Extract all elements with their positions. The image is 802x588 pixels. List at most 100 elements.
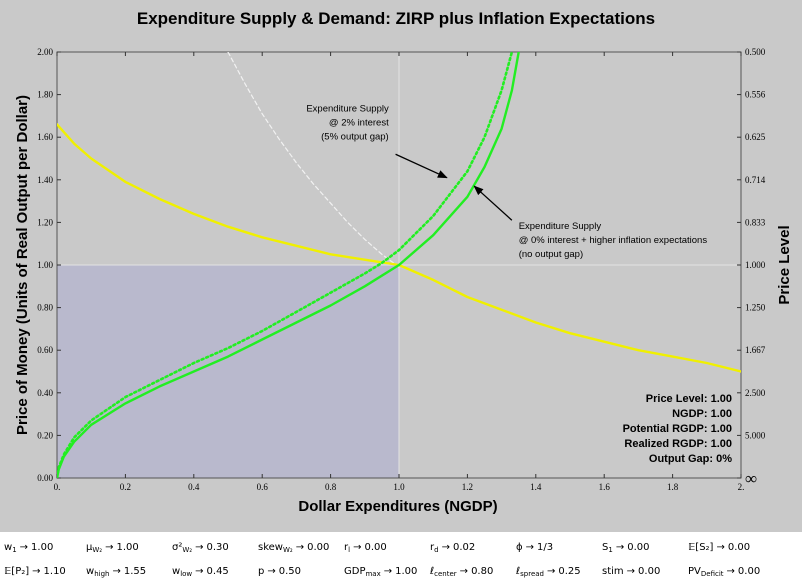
param-value: 0.02 xyxy=(452,542,476,553)
param-symbol: r xyxy=(430,542,435,553)
param-subscript: d xyxy=(434,546,439,554)
param-arrow: → xyxy=(295,542,305,553)
param-arrow: → xyxy=(383,566,393,577)
param-r-l: rl → 0.00 xyxy=(344,542,387,554)
param-subscript: center xyxy=(434,570,457,578)
param-skew-W: skewW₂ → 0.00 xyxy=(258,542,329,554)
right-tick-label: 0.556 xyxy=(745,90,766,100)
x-tick-label: 1.4 xyxy=(530,482,542,492)
param-value: 1.00 xyxy=(31,542,54,553)
annotation-arrow xyxy=(395,153,448,179)
annotation-text: @ 2% interest xyxy=(329,118,389,129)
x-tick-label: 1.8 xyxy=(667,482,679,492)
x-tick-label: 1.2 xyxy=(462,482,473,492)
param-arrow: → xyxy=(32,566,41,577)
param-S: 𝔼[S₂] → 0.00 xyxy=(688,542,750,553)
right-tick-label: 1.000 xyxy=(745,260,766,270)
param-subscript: W₂ xyxy=(282,546,293,554)
param-arrow: → xyxy=(716,542,725,553)
param-symbol: ϕ xyxy=(516,542,523,553)
param-p: p → 0.50 xyxy=(258,566,301,577)
param-symbol: μ xyxy=(86,542,93,553)
param--W: σ²W₂ → 0.30 xyxy=(172,542,229,554)
param-arrow: → xyxy=(547,566,556,577)
param-subscript: spread xyxy=(520,570,544,578)
series-line-expenditure-demand-shifted xyxy=(227,52,400,268)
param-w-1: w1 → 1.00 xyxy=(4,542,53,554)
y-tick-label: 0.00 xyxy=(37,473,53,483)
y-tick-label: 0.40 xyxy=(37,388,53,398)
param-symbol: p xyxy=(258,566,265,577)
param-GDP-max: GDPmax → 1.00 xyxy=(344,566,417,578)
series-line-expenditure-supply-0-interest-higher-inflation-expectations xyxy=(57,52,520,478)
param-symbol: σ² xyxy=(172,542,183,553)
y-tick-label: 1.60 xyxy=(37,132,53,142)
param-symbol: w xyxy=(172,566,181,577)
param-arrow: → xyxy=(105,542,114,553)
chart-area: Expenditure Supply & Demand: ZIRP plus I… xyxy=(0,0,802,532)
param-subscript: W₂ xyxy=(182,546,193,554)
param-value: 0.45 xyxy=(206,566,229,577)
param-subscript: Deficit xyxy=(700,570,724,578)
param-value: 0.00 xyxy=(307,542,330,553)
param-subscript: 1 xyxy=(12,546,17,554)
param-value: 0.00 xyxy=(364,542,387,553)
x-tick-label: 0.8 xyxy=(325,482,337,492)
annotation-arrow xyxy=(473,185,513,221)
param-value: 1.55 xyxy=(123,566,147,577)
param-arrow: → xyxy=(353,542,362,553)
param-arrow: → xyxy=(615,542,625,553)
param-stim: stim → 0.00 xyxy=(602,566,660,577)
x-tick-label: 1.6 xyxy=(599,482,611,492)
param-subscript: W₂ xyxy=(92,546,103,554)
param-arrow: → xyxy=(195,566,204,577)
param-arrow: → xyxy=(195,542,204,553)
param-symbol: ℓ xyxy=(516,566,521,577)
y-tick-label: 2.00 xyxy=(37,47,53,57)
y-tick-label: 0.20 xyxy=(37,430,53,440)
param-symbol: S xyxy=(602,542,609,553)
param-value: 0.00 xyxy=(638,566,661,577)
info-box-line: Realized RGDP: 1.00 xyxy=(624,438,732,450)
annotation-text: Expenditure Supply xyxy=(519,221,602,232)
y-tick-label: 1.40 xyxy=(37,175,53,185)
param--center: ℓcenter → 0.80 xyxy=(430,566,493,578)
param-subscript: high xyxy=(94,570,110,578)
y-tick-label: 0.80 xyxy=(37,303,53,313)
right-tick-label: 2.500 xyxy=(745,388,766,398)
y-axis-label: Price of Money (Units of Real Output per… xyxy=(14,95,31,435)
param-value: 1/3 xyxy=(537,542,554,553)
annotation-text: Expenditure Supply xyxy=(306,104,389,115)
y-tick-label: 1.80 xyxy=(37,90,53,100)
shaded-region xyxy=(57,265,399,478)
x-tick-label: 1.0 xyxy=(393,482,405,492)
param-: ϕ → 1/3 xyxy=(516,542,553,553)
param-value: 1.00 xyxy=(116,542,139,553)
x-tick-label: 0.2 xyxy=(120,482,131,492)
param-symbol: ℓ xyxy=(430,566,435,577)
param-symbol: w xyxy=(86,566,95,577)
param-arrow: → xyxy=(112,566,121,577)
param-value: 0.00 xyxy=(737,566,761,577)
right-tick-label: 0.714 xyxy=(745,175,766,185)
info-box-line: Price Level: 1.00 xyxy=(646,393,732,405)
param-value: 0.30 xyxy=(206,542,229,553)
info-box-line: Potential RGDP: 1.00 xyxy=(623,423,732,435)
param-P: 𝔼[P₂] → 1.10 xyxy=(4,566,66,577)
y-axis-label-right: Price Level xyxy=(776,225,793,304)
annotation-text: (5% output gap) xyxy=(321,132,389,143)
param-value: 1.10 xyxy=(43,566,66,577)
param-value: 0.80 xyxy=(471,566,494,577)
param-subscript: low xyxy=(180,570,193,578)
info-box-line: NGDP: 1.00 xyxy=(672,408,732,420)
chart-svg: Expenditure Supply & Demand: ZIRP plus I… xyxy=(14,9,793,515)
param-arrow: → xyxy=(267,566,276,577)
param-arrow: → xyxy=(441,542,450,553)
param-value: 0.00 xyxy=(727,542,751,553)
param-arrow: → xyxy=(726,566,735,577)
right-tick-label: 1.250 xyxy=(745,303,766,313)
y-tick-label: 0.60 xyxy=(37,345,53,355)
info-box-line: Output Gap: 0% xyxy=(649,453,732,465)
param-r-d: rd → 0.02 xyxy=(430,542,475,554)
x-tick-label: 2. xyxy=(738,482,745,492)
